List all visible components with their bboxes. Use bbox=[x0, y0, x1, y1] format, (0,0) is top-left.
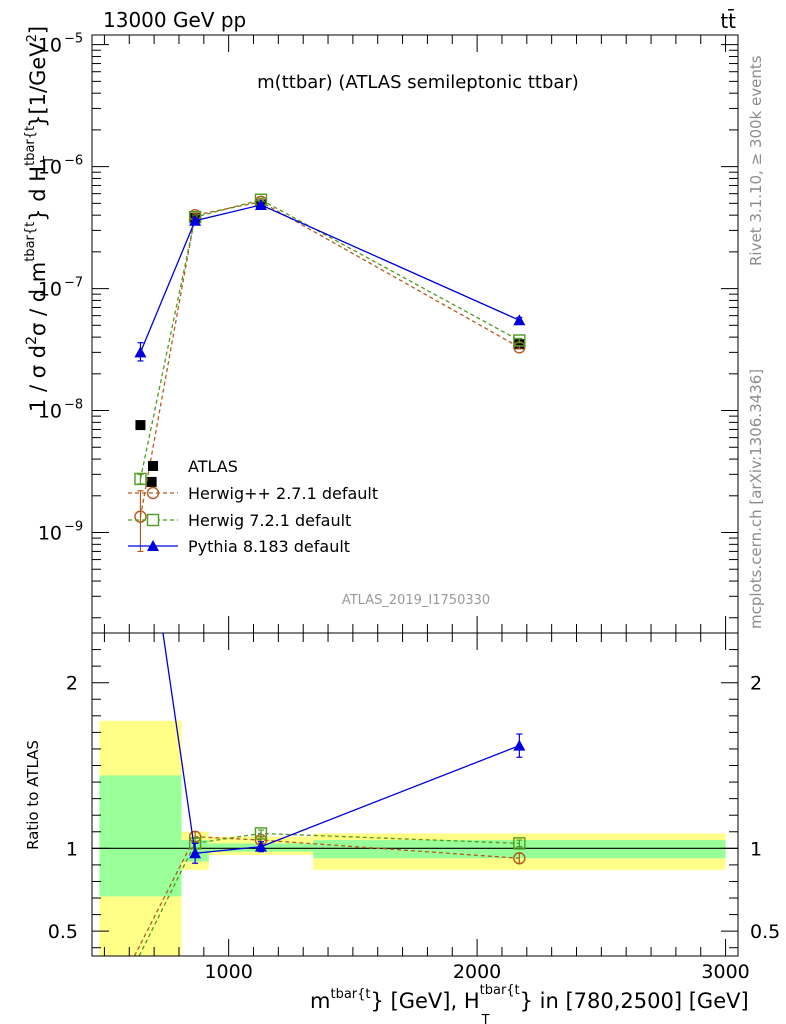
ylabel-brace1: } d H bbox=[26, 166, 50, 222]
process-label: tt̄ bbox=[720, 8, 736, 33]
xlabel-sub-t: T bbox=[481, 1013, 490, 1024]
main-herwig-7-2-1-default-point bbox=[134, 472, 147, 486]
ratio-pythia-8-183-default-point bbox=[513, 739, 526, 751]
legend-herwig7-marker bbox=[146, 513, 160, 527]
main-x-axis bbox=[103, 35, 727, 633]
ratio-y-tick-label: 1 bbox=[66, 838, 78, 860]
main-y-tick-base: 10 bbox=[38, 35, 62, 57]
ratio-pythia-8-183-default-point bbox=[189, 847, 202, 859]
x-tick-label: 1000 bbox=[204, 961, 252, 983]
ratio-y-label: Ratio to ATLAS bbox=[24, 740, 42, 850]
main-series bbox=[134, 193, 526, 553]
legend-atlas: ATLAS bbox=[148, 457, 238, 476]
legend-pythia-label: Pythia 8.183 default bbox=[188, 537, 350, 556]
main-pythia-8-183-default-point bbox=[254, 198, 267, 210]
legend-pythia: Pythia 8.183 default bbox=[128, 537, 350, 556]
ylabel-sigma: σ / d m bbox=[26, 262, 50, 336]
main-y-tick-label: 10 bbox=[38, 157, 62, 179]
main-panel: 10−510−610−710−810−9 m(ttbar) (ATLAS sem… bbox=[23, 26, 739, 634]
main-title: m(ttbar) (ATLAS semileptonic ttbar) bbox=[257, 72, 579, 93]
main-y-tick-label: 10 bbox=[38, 35, 62, 57]
main-y-tick-label: 10 bbox=[38, 523, 62, 545]
ratio-y-tick-label-right: 2 bbox=[750, 673, 762, 695]
main-y-axis: 10−510−610−710−810−9 bbox=[38, 32, 738, 619]
ylabel-sup-tbar1: tbar{t bbox=[23, 222, 38, 262]
ratio-bands bbox=[99, 720, 726, 956]
legend-herwigpp-marker bbox=[146, 486, 160, 500]
ratio-herwig-7-2-1-default-point bbox=[513, 837, 526, 850]
main-y-tick-base: 10 bbox=[38, 401, 62, 423]
main-y-tick-base: 10 bbox=[38, 157, 62, 179]
ratio-y-tick-label-right: 1 bbox=[750, 838, 762, 860]
legend-herwig7-label: Herwig 7.2.1 default bbox=[188, 511, 351, 530]
main-y-tick-label: 10 bbox=[38, 401, 62, 423]
ratio-panel: 2 2 1 1 0.5 0.5 1000 2000 3000 Ratio to ATLAS m… bbox=[24, 632, 780, 1024]
main-y-tick-exp: −7 bbox=[64, 276, 83, 291]
ratio-y-axis: 2 2 1 1 0.5 0.5 bbox=[48, 649, 780, 949]
ylabel-sup2: 2 bbox=[24, 336, 40, 345]
ylabel-prefix: 1 / σ d bbox=[26, 345, 50, 412]
x-tick-label: 2000 bbox=[453, 961, 501, 983]
x-axis-label: mtbar{t} [GeV], Htbar{t T} in [780,2500] … bbox=[310, 983, 749, 1024]
ratio-herwig-2-7-1-default-point bbox=[513, 852, 526, 865]
ratio-frame bbox=[91, 632, 739, 957]
main-y-tick-base: 10 bbox=[38, 279, 62, 301]
ratio-y-tick-label: 2 bbox=[66, 673, 78, 695]
main-pythia-8-183-default-line bbox=[139, 204, 520, 353]
xlabel-sup2: tbar{t bbox=[480, 983, 520, 998]
xlabel-sup1: tbar{t bbox=[330, 987, 370, 1002]
legend-herwigpp: Herwig++ 2.7.1 default bbox=[128, 484, 378, 503]
main-pythia-8-183-default-point bbox=[513, 314, 526, 326]
ylabel-sub-t: T bbox=[42, 156, 57, 165]
main-y-tick-label: 10 bbox=[38, 279, 62, 301]
ratio-pythia-8-183-default-line bbox=[162, 633, 520, 855]
main-y-label: 1 / σ d2σ / d mtbar{t} d Htbar{t T}[1/GeV… bbox=[23, 26, 57, 412]
x-tick-label: 3000 bbox=[701, 961, 749, 983]
legend-pythia-marker bbox=[147, 540, 159, 551]
uncertainty-band-green bbox=[99, 775, 182, 897]
energy-label: 13000 GeV pp bbox=[103, 8, 246, 32]
legend: ATLAS Herwig++ 2.7.1 default Herwig 7.2.… bbox=[128, 457, 378, 556]
main-y-tick-exp: −6 bbox=[64, 154, 83, 169]
main-watermark: ATLAS_2019_I1750330 bbox=[342, 593, 490, 608]
ratio-x-axis: 1000 2000 3000 bbox=[103, 633, 750, 983]
main-pythia-8-183-default-point bbox=[134, 346, 147, 358]
legend-herwig7: Herwig 7.2.1 default bbox=[128, 511, 351, 530]
ratio-y-tick-label-right: 0.5 bbox=[750, 921, 780, 943]
main-y-tick-exp: −9 bbox=[64, 520, 83, 535]
ratio-series bbox=[133, 633, 526, 956]
main-y-tick-base: 10 bbox=[38, 523, 62, 545]
main-atlas-point bbox=[146, 476, 157, 487]
main-herwig-7-2-1-default-line bbox=[139, 199, 520, 480]
rivet-label: Rivet 3.1.10, ≥ 300k events bbox=[747, 55, 765, 266]
main-herwig-2-7-1-default-point bbox=[134, 510, 147, 523]
xlabel-m: m bbox=[310, 989, 330, 1013]
ylabel-close: ] bbox=[26, 26, 50, 34]
ylabel-sup-gev: 2 bbox=[25, 34, 40, 42]
ylabel-suffix: }[1/GeV bbox=[26, 42, 50, 128]
ylabel-sup-tbar2: tbar{t bbox=[23, 126, 38, 166]
ratio-pythia-8-183-default-point bbox=[254, 840, 267, 852]
main-y-tick-exp: −8 bbox=[64, 398, 83, 413]
ratio-herwig-7-2-1-default-point bbox=[254, 827, 268, 840]
main-herwig-7-2-1-default-point bbox=[513, 334, 526, 347]
xlabel-end: } in [780,2500] [GeV] bbox=[520, 989, 749, 1013]
ratio-herwig-2-7-1-default-line bbox=[133, 836, 520, 956]
ratio-y-tick-label: 0.5 bbox=[48, 921, 78, 943]
legend-atlas-label: ATLAS bbox=[188, 457, 238, 476]
main-atlas-point bbox=[135, 420, 146, 431]
mcplots-label: mcplots.cern.ch [arXiv:1306.3436] bbox=[747, 369, 765, 629]
main-y-tick-exp: −5 bbox=[64, 32, 83, 47]
main-atlas-point bbox=[514, 339, 525, 350]
main-pythia-8-183-default-point bbox=[189, 214, 202, 226]
xlabel-mid: } [GeV], H bbox=[371, 989, 480, 1013]
legend-atlas-marker bbox=[148, 461, 158, 471]
legend-herwigpp-label: Herwig++ 2.7.1 default bbox=[188, 484, 378, 503]
